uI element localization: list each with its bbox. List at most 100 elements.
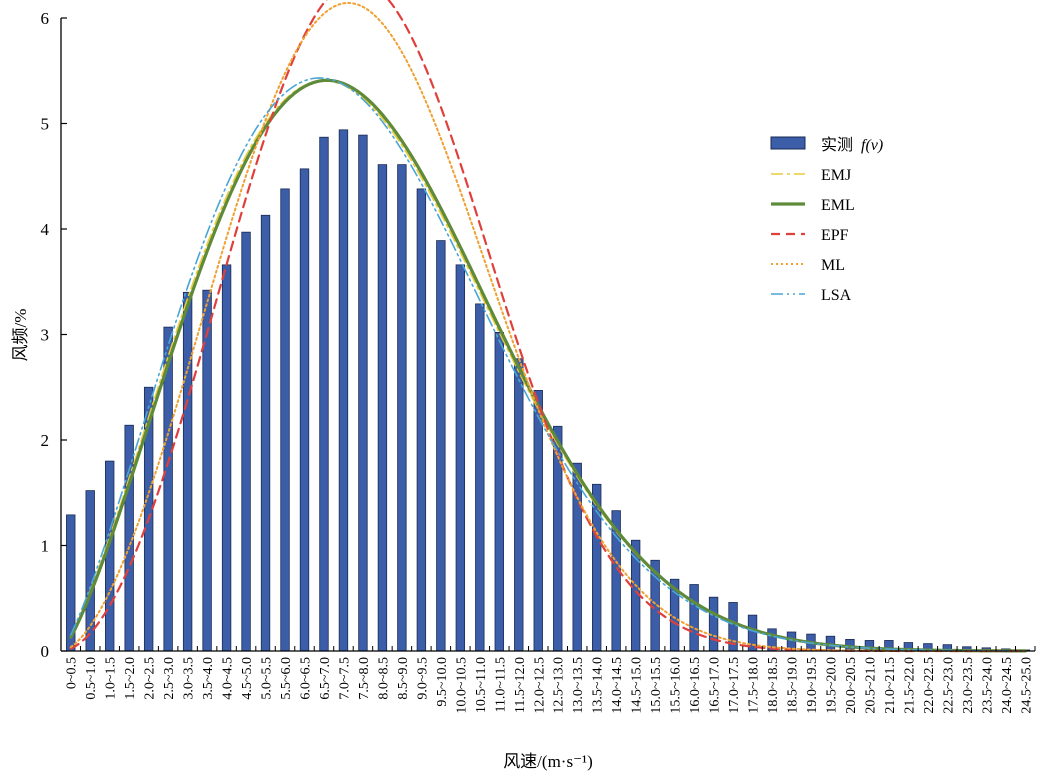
bar [299, 168, 310, 652]
legend-item-ml: ML [771, 257, 845, 274]
x-tick-label: 5.5~6.0 [279, 657, 294, 700]
bar [280, 188, 290, 652]
y-tick-label: 4 [41, 220, 50, 239]
bar [475, 303, 485, 652]
x-tick-label: 21.5~22.0 [902, 657, 917, 714]
curve-epf [69, 0, 1027, 653]
x-tick-label: 11.0~11.5 [493, 657, 508, 713]
curve-eml [69, 78, 1027, 653]
y-axis-title: 风频/% [11, 309, 30, 362]
legend-item-lsa: LSA [771, 287, 852, 304]
bar [708, 596, 719, 652]
x-tick-label: 19.0~19.5 [805, 657, 820, 714]
curve-lsa [69, 77, 1027, 652]
legend-item-eml: EML [771, 197, 855, 214]
legend-label-eml: EML [821, 197, 855, 214]
x-tick-label: 8.0~8.5 [376, 657, 391, 700]
y-tick-label: 6 [41, 9, 50, 28]
x-tick-label: 6.0~6.5 [299, 657, 314, 700]
curve-ml [69, 1, 1027, 652]
x-tick-label: 14.5~15.0 [630, 657, 645, 714]
x-tick-label: 13.0~13.5 [571, 657, 586, 714]
x-tick-label: 5.0~5.5 [260, 657, 275, 700]
x-tick-label: 7.5~8.0 [357, 657, 372, 700]
x-tick-label: 24.0~24.5 [1000, 657, 1015, 714]
x-tick-label: 17.5~18.0 [747, 657, 762, 714]
bar [338, 129, 349, 652]
x-tick-label: 10.0~10.5 [454, 657, 469, 714]
x-tick-label: 2.5~3.0 [162, 657, 177, 700]
bar [221, 264, 232, 652]
y-tick-label: 5 [41, 115, 50, 134]
legend-item-epf: EPF [771, 227, 849, 244]
x-tick-label: 15.5~16.0 [669, 657, 684, 714]
y-ticks: 0 1 2 3 4 5 6 [41, 9, 67, 661]
x-tick-label: 23.0~23.5 [961, 657, 976, 714]
x-tick-label: 7.0~7.5 [337, 657, 352, 700]
x-tick-label: 4.5~5.0 [240, 657, 255, 700]
y-tick-label: 2 [41, 431, 50, 450]
x-tick-label: 9.5~10.0 [435, 657, 450, 707]
bar [358, 134, 368, 652]
y-tick-label: 3 [41, 326, 50, 345]
x-tick-label: 3.5~4.0 [201, 657, 216, 700]
bar [105, 460, 115, 652]
x-tick-label: 12.5~13.0 [552, 657, 567, 714]
x-tick-label: 0.5~1.0 [84, 657, 99, 700]
x-tick-label: 4.0~4.5 [221, 657, 236, 700]
x-tick-label: 8.5~9.0 [396, 657, 411, 700]
bar [436, 240, 446, 652]
bar [260, 214, 271, 652]
x-tick-label: 6.5~7.0 [318, 657, 333, 700]
y-tick-label: 1 [41, 537, 50, 556]
x-tick-label: 19.5~20.0 [824, 657, 839, 714]
x-axis-title: 风速/(m·s⁻¹) [503, 752, 593, 771]
x-tick-label: 0~0.5 [65, 657, 80, 689]
bar [553, 425, 563, 652]
legend-label-emj: EMJ [821, 167, 851, 184]
x-tick-label: 11.5~12.0 [513, 657, 528, 713]
x-tick-label: 10.5~11.0 [474, 657, 489, 713]
x-tick-label: 1.5~2.0 [123, 657, 138, 700]
bar [494, 331, 504, 652]
bar [533, 390, 543, 652]
bar [241, 231, 251, 652]
legend-item-emj: EMJ [771, 167, 851, 184]
x-tick-label: 17.0~17.5 [727, 657, 742, 714]
bar [514, 358, 524, 652]
x-tick-label: 20.5~21.0 [863, 657, 878, 714]
bar [416, 188, 427, 652]
x-tick-label: 13.5~14.0 [591, 657, 606, 714]
curve-series [69, 0, 1027, 653]
x-ticks: 0~0.5 0.5~1.0 1.0~1.5 1.5~2.0 2.0~2.5 2.5~3.0… [60, 646, 1036, 714]
x-tick-label: 18.0~18.5 [766, 657, 781, 714]
x-tick-label: 22.5~23.0 [941, 657, 956, 714]
x-tick-label: 21.0~21.5 [883, 657, 898, 714]
legend-swatch-bars [770, 136, 806, 150]
x-tick-label: 1.0~1.5 [104, 657, 119, 700]
bar-series [66, 129, 1030, 652]
legend: 实测 f(v) EMJ EML EPF ML LSA [770, 136, 883, 304]
legend-label-lsa: LSA [821, 287, 852, 304]
x-tick-label: 3.0~3.5 [182, 657, 197, 700]
bar [319, 136, 329, 652]
x-tick-label: 16.5~17.0 [708, 657, 723, 714]
x-tick-label: 9.0~9.5 [415, 657, 430, 700]
bar [455, 264, 466, 652]
axes: 0 1 2 3 4 5 6 0~0.5 0.5~1.0 1.0~1.5 1.5~2.0 2.0~2.… [41, 9, 1036, 714]
curve-emj [69, 79, 1027, 652]
x-tick-label: 2.0~2.5 [143, 657, 158, 700]
x-tick-label: 15.0~15.5 [649, 657, 664, 714]
bar [689, 584, 699, 652]
legend-label-epf: EPF [821, 227, 849, 244]
bar [397, 164, 407, 652]
x-tick-label: 18.5~19.0 [786, 657, 801, 714]
x-tick-label: 20.0~20.5 [844, 657, 859, 714]
bar [377, 164, 388, 652]
y-tick-label: 0 [41, 642, 50, 661]
legend-label-ml: ML [821, 257, 845, 274]
legend-item-bars: 实测 f(v) [770, 136, 883, 154]
bar [182, 291, 193, 652]
x-tick-label: 22.0~22.5 [922, 657, 937, 714]
